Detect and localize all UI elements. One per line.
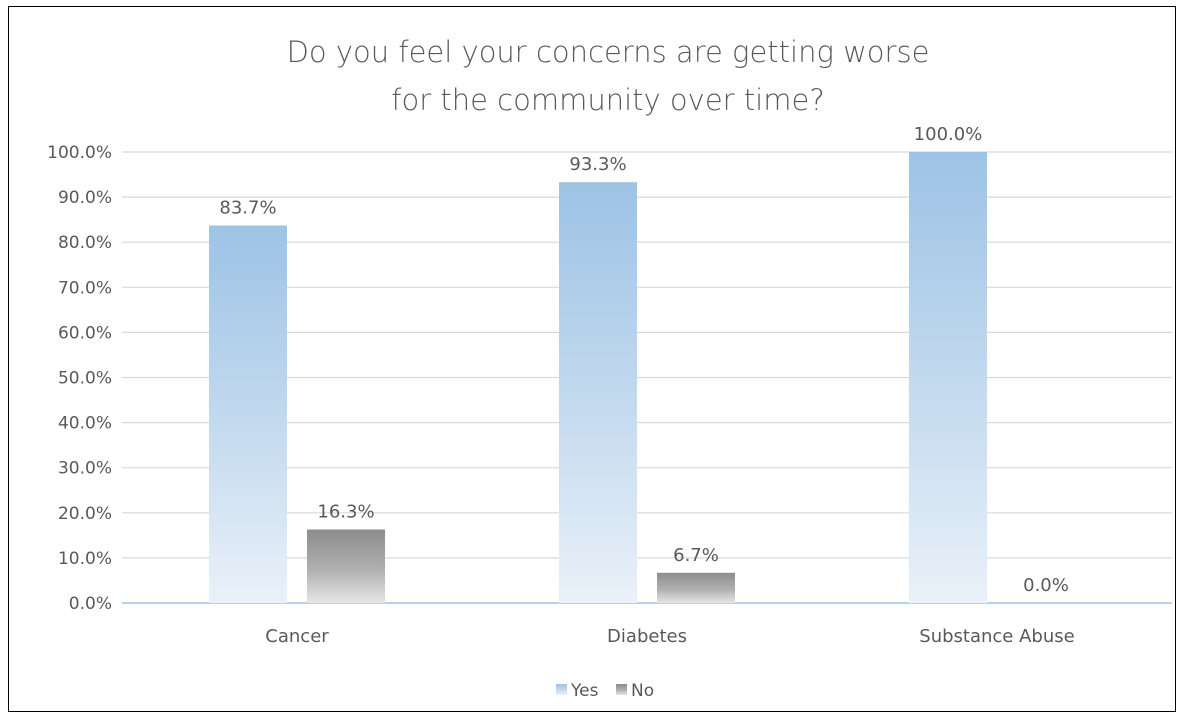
chart-title-line-2: for the community over time? xyxy=(391,83,824,117)
legend-swatch-no xyxy=(616,684,627,695)
x-axis-categories: Cancer Diabetes Substance Abuse xyxy=(265,626,1074,647)
data-labels: 83.7% 16.3% 93.3% 6.7% 100.0% 0.0% xyxy=(219,124,1068,596)
legend-label-no: No xyxy=(631,681,654,701)
x-category-label: Diabetes xyxy=(607,626,687,647)
chart-title-line-1: Do you feel your concerns are getting wo… xyxy=(287,35,930,69)
bar-no-cancer xyxy=(307,529,385,603)
bars xyxy=(209,152,987,604)
bar-no-diabetes xyxy=(657,572,735,603)
x-category-label: Substance Abuse xyxy=(919,626,1074,647)
legend-label-yes: Yes xyxy=(570,681,599,701)
data-label: 100.0% xyxy=(914,124,983,145)
bar-yes-diabetes xyxy=(559,182,637,604)
y-tick-label: 100.0% xyxy=(47,143,112,163)
y-tick-label: 40.0% xyxy=(58,414,112,434)
y-tick-label: 20.0% xyxy=(58,504,112,524)
data-label: 6.7% xyxy=(673,545,719,566)
y-tick-label: 30.0% xyxy=(58,459,112,479)
gridlines xyxy=(122,151,1172,604)
data-label: 16.3% xyxy=(317,501,374,522)
y-tick-label: 50.0% xyxy=(58,369,112,389)
legend-swatch-yes xyxy=(556,684,567,695)
x-category-label: Cancer xyxy=(265,626,329,647)
bar-yes-substance-abuse xyxy=(909,152,987,603)
legend: Yes No xyxy=(556,681,654,701)
y-axis-ticks: 0.0% 10.0% 20.0% 30.0% 40.0% 50.0% 60.0% 70.0% 8… xyxy=(47,143,112,614)
data-label: 93.3% xyxy=(569,154,626,175)
y-tick-label: 70.0% xyxy=(58,278,112,298)
y-tick-label: 0.0% xyxy=(69,594,112,614)
bar-yes-cancer xyxy=(209,225,287,603)
y-tick-label: 90.0% xyxy=(58,188,112,208)
y-tick-label: 60.0% xyxy=(58,323,112,343)
y-tick-label: 10.0% xyxy=(58,549,112,569)
y-tick-label: 80.0% xyxy=(58,233,112,253)
data-label: 83.7% xyxy=(219,198,276,219)
data-label: 0.0% xyxy=(1023,575,1069,596)
